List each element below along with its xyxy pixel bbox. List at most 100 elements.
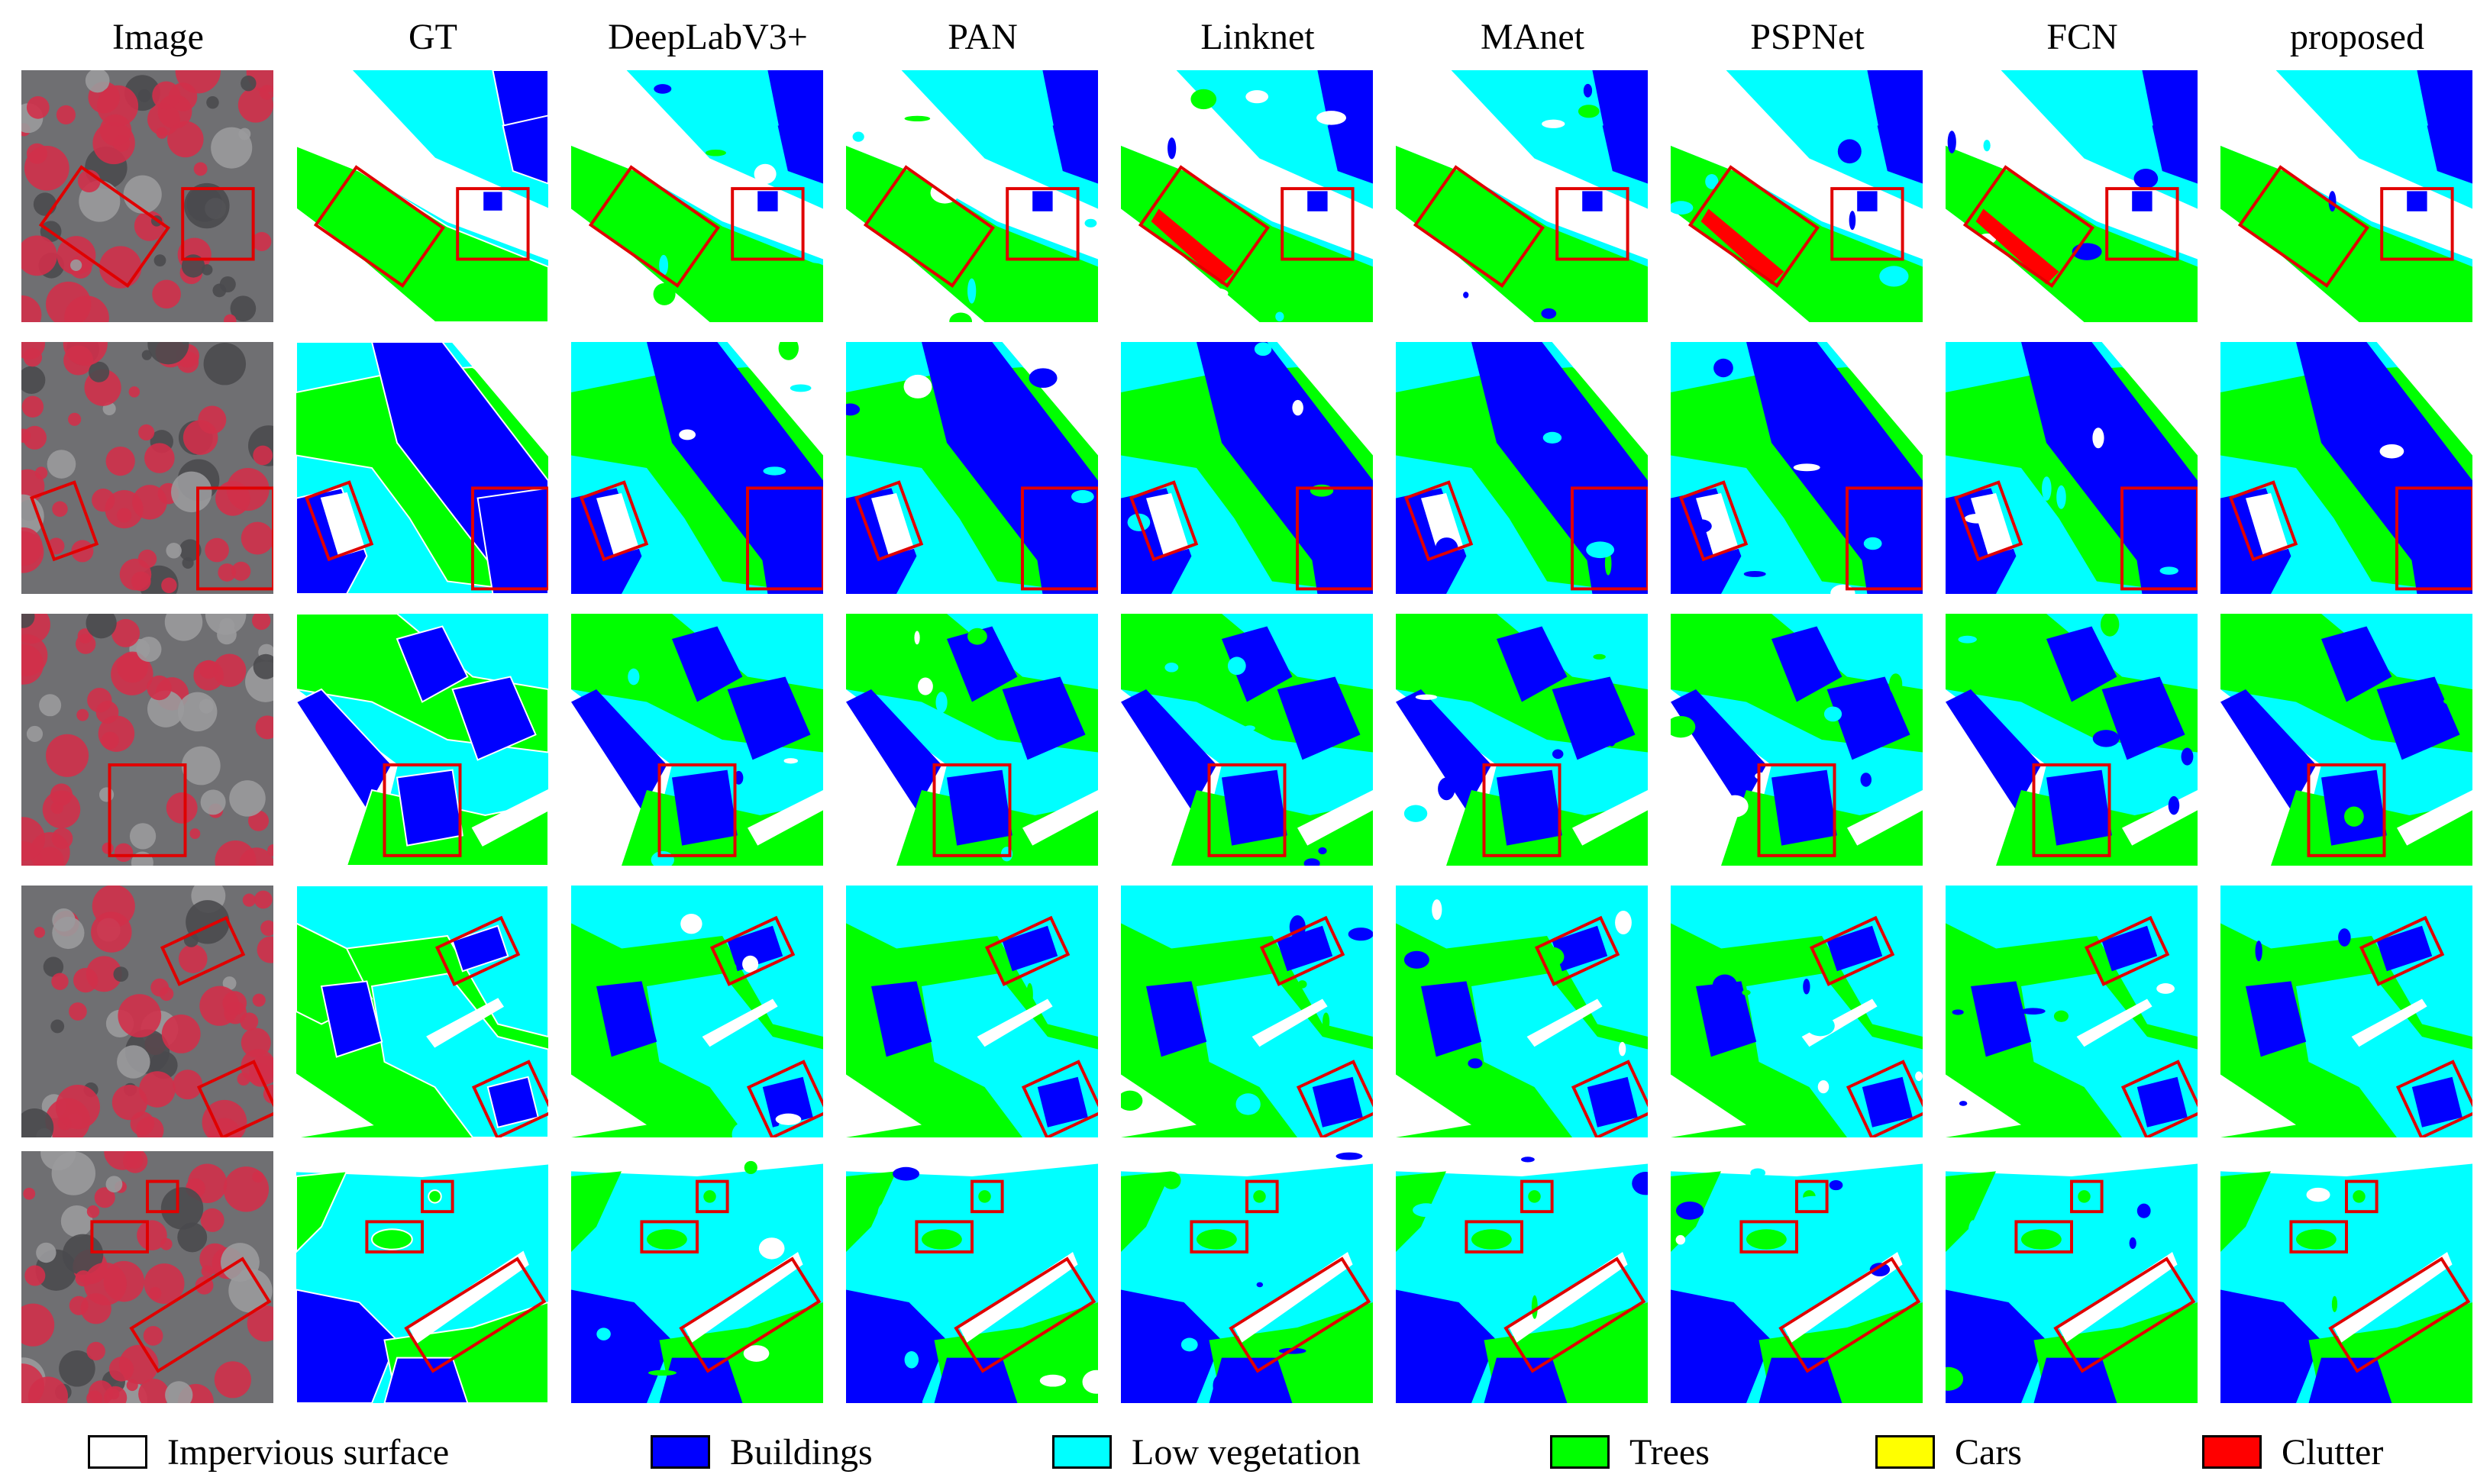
photo-texture-blob — [102, 842, 114, 854]
highlight-box — [640, 1220, 699, 1253]
segmentation-region — [2333, 1252, 2453, 1343]
tile-image-row-1 — [21, 70, 273, 322]
highlight-box — [579, 480, 649, 562]
photo-texture-blob — [143, 1326, 163, 1346]
segmentation-region — [703, 1190, 716, 1203]
segmentation-region — [1671, 1289, 1771, 1403]
highlight-box — [1296, 486, 1373, 591]
highlight-box — [1021, 1060, 1098, 1137]
prediction-noise — [2379, 444, 2404, 459]
prediction-noise — [1521, 1157, 1535, 1163]
prediction-noise — [1607, 726, 1617, 747]
tile-linknet-row-1 — [1121, 70, 1373, 322]
photo-texture-blob — [47, 450, 76, 479]
photo-texture-blob — [251, 614, 271, 631]
highlight-box — [984, 915, 1071, 986]
highlight-box — [1245, 1179, 1279, 1214]
photo-texture-blob — [166, 543, 182, 559]
segmentation-region — [684, 1252, 803, 1343]
photo-texture-blob — [137, 1220, 167, 1251]
segmentation-region — [471, 789, 548, 847]
highlight-box — [2380, 187, 2454, 261]
segmentation-region — [2136, 1076, 2188, 1128]
segmentation-region — [571, 689, 667, 811]
segmentation-region — [2059, 1252, 2178, 1343]
photo-texture-blob — [132, 485, 167, 520]
prediction-noise — [1705, 173, 1719, 189]
legend-swatch-low-vegetation — [1052, 1435, 1112, 1469]
highlight-box — [146, 1179, 179, 1214]
segmentation-region — [977, 998, 1053, 1047]
segmentation-region — [1253, 1190, 1266, 1203]
prediction-noise — [1271, 478, 1289, 500]
prediction-noise — [1318, 847, 1327, 855]
prediction-noise — [1691, 519, 1712, 534]
prediction-noise — [1310, 484, 1334, 497]
tile-gt-row-1 — [296, 70, 548, 322]
highlight-box — [2228, 480, 2298, 562]
photo-texture-blob — [161, 577, 177, 594]
column-header-pspnet: PSPNet — [1750, 17, 1865, 57]
prediction-noise — [1712, 974, 1738, 997]
highlight-box — [679, 1257, 822, 1373]
prediction-noise — [2185, 702, 2198, 720]
prediction-noise — [1190, 89, 1217, 110]
photo-texture-blob — [253, 653, 273, 679]
prediction-noise — [1823, 706, 1842, 722]
prediction-noise — [1837, 139, 1862, 164]
segmentation-region — [2351, 998, 2427, 1047]
prediction-noise — [1292, 399, 1303, 416]
tile-pspnet-row-3 — [1671, 614, 1923, 866]
highlight-box — [2120, 486, 2198, 591]
highlight-box — [1830, 187, 1904, 261]
highlight-box — [1296, 1060, 1373, 1137]
prediction-noise — [1721, 795, 1749, 818]
prediction-noise — [2443, 697, 2459, 705]
photo-texture-blob — [123, 175, 162, 214]
prediction-noise — [1959, 1101, 1968, 1106]
photo-texture-blob — [175, 70, 221, 94]
photo-texture-blob — [144, 443, 175, 473]
clutter-region — [1975, 208, 2059, 285]
photo-texture-blob — [177, 1222, 208, 1253]
tile-linknet-row-2 — [1121, 342, 1373, 594]
photo-texture-blob — [73, 967, 99, 993]
photo-texture-blob — [160, 1187, 204, 1230]
highlight-box — [383, 763, 462, 857]
segmentation-region — [320, 980, 383, 1058]
column-header-manet: MAnet — [1481, 17, 1584, 57]
segmentation-region — [2308, 1357, 2392, 1403]
prediction-noise — [763, 466, 786, 476]
photo-texture-blob — [161, 1014, 201, 1053]
segmentation-region — [409, 1250, 529, 1344]
highlight-box — [1739, 1220, 1798, 1253]
segmentation-region — [1577, 488, 1648, 594]
prediction-noise — [974, 459, 993, 466]
segmentation-region — [1146, 493, 1190, 556]
legend-item-cars: Cars — [1875, 1429, 2022, 1475]
tile-manet-row-4 — [1396, 886, 1648, 1137]
photo-texture-blob — [152, 279, 181, 309]
photo-texture-blob — [56, 105, 76, 124]
prediction-noise — [1830, 584, 1855, 594]
segmentation-region — [2101, 925, 2158, 972]
segmentation-region — [1971, 981, 2032, 1057]
segmentation-region — [571, 70, 823, 260]
prediction-noise — [1604, 551, 1612, 576]
prediction-noise — [1675, 1202, 1704, 1220]
tile-pan-row-5 — [846, 1151, 1098, 1403]
segmentation-region — [482, 190, 504, 212]
prediction-noise — [1915, 1071, 1923, 1082]
segmentation-region — [1671, 70, 1923, 260]
legend-swatch-buildings — [651, 1435, 710, 1469]
prediction-noise — [1219, 472, 1231, 487]
prediction-noise — [1623, 1351, 1647, 1359]
prediction-noise — [1952, 1009, 1964, 1015]
segmentation-region — [1746, 1229, 1787, 1250]
prediction-noise — [743, 1345, 770, 1362]
tile-deeplabv3-row-5 — [571, 1151, 823, 1403]
tile-pan-row-3 — [846, 614, 1098, 866]
prediction-noise — [1583, 83, 1593, 98]
segmentation-region — [596, 981, 657, 1057]
photo-texture-blob — [167, 121, 204, 158]
